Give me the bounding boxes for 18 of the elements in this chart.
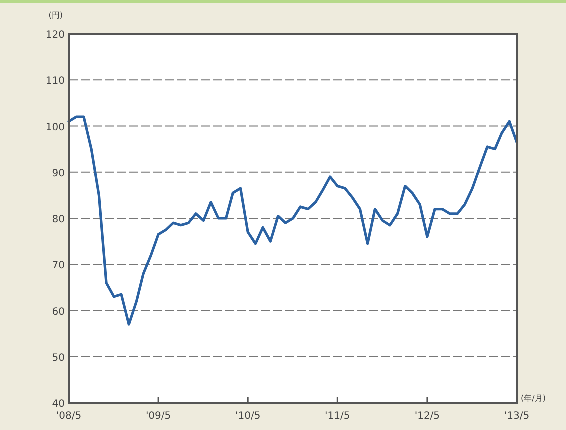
x-tick-label: '08/5	[56, 411, 82, 422]
x-axis-title: (年/月)	[521, 394, 546, 403]
y-tick-label: 40	[52, 399, 65, 410]
x-tick-label: '09/5	[146, 411, 172, 422]
x-tick-label: '13/5	[504, 411, 530, 422]
x-tick-label: '12/5	[414, 411, 440, 422]
y-tick-label: 90	[52, 168, 65, 180]
x-tick-label: '10/5	[235, 411, 261, 422]
line-series	[68, 116, 518, 326]
y-tick-label: 50	[52, 352, 65, 364]
y-tick-label: 100	[46, 122, 65, 134]
x-tick-label: '11/5	[325, 411, 350, 422]
y-tick-label: 120	[46, 30, 65, 41]
y-axis-title: (円)	[48, 11, 63, 20]
y-tick-label: 70	[52, 260, 65, 272]
y-tick-label: 60	[52, 306, 65, 318]
y-tick-label: 110	[46, 76, 65, 88]
y-tick-label: 80	[52, 214, 65, 226]
